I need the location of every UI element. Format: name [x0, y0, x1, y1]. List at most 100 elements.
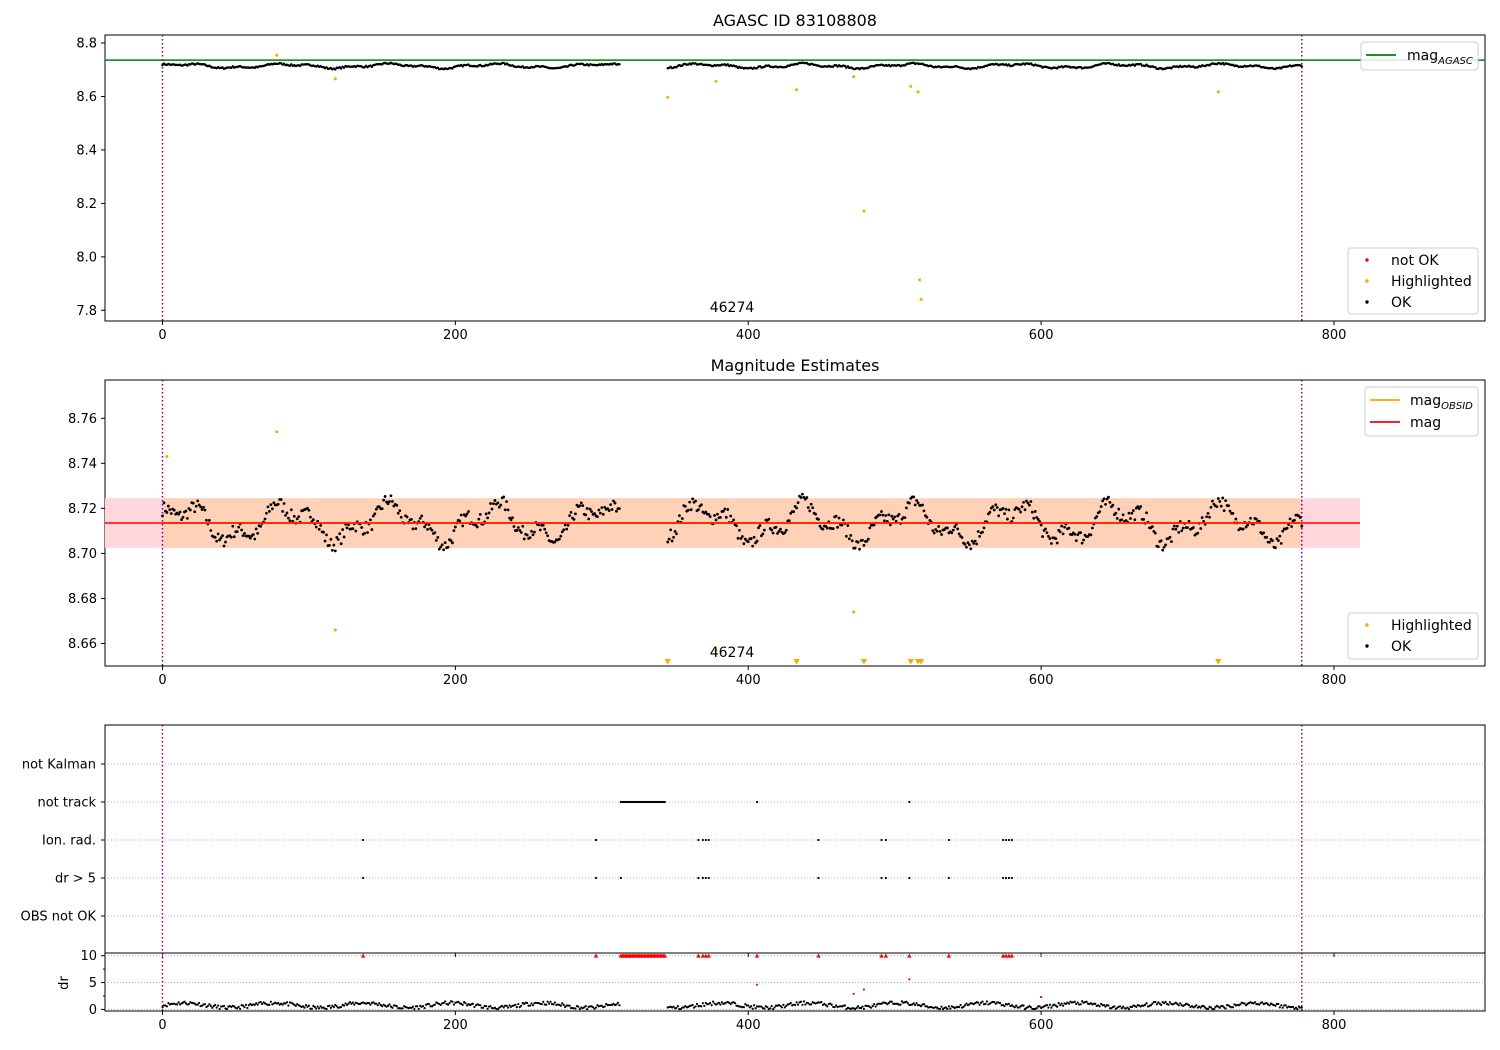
- ok-point: [606, 507, 610, 511]
- dr-point: [835, 1004, 838, 1007]
- ok-point: [735, 524, 738, 528]
- ok-point: [169, 512, 173, 515]
- ok-point: [597, 508, 601, 512]
- ok-point: [1151, 525, 1154, 529]
- ok-point: [161, 63, 164, 67]
- panel1-ticks: 0 200 400 600 800 7.8 8.0 8.2 8.4 8.6 8.8: [76, 37, 1346, 343]
- ok-point: [371, 514, 375, 518]
- x-tick-label: 400: [736, 328, 761, 343]
- ok-point: [578, 504, 582, 508]
- y-tick-label: 8.74: [68, 457, 97, 472]
- flag-point: [817, 876, 820, 880]
- ok-point: [770, 528, 774, 532]
- dr-point: [672, 1005, 675, 1008]
- dr-point: [1204, 1006, 1207, 1009]
- ok-point: [439, 545, 443, 549]
- dr-point: [710, 1004, 713, 1007]
- ok-point: [982, 526, 986, 530]
- dr-point: [799, 1000, 803, 1003]
- ok-point: [1074, 539, 1078, 543]
- ok-point: [1224, 499, 1228, 503]
- ok-point: [477, 517, 481, 521]
- dr-point: [1149, 1004, 1153, 1007]
- ok-point: [543, 527, 547, 531]
- dr-point: [1284, 1004, 1287, 1007]
- dr-point: [1278, 1006, 1281, 1009]
- dr-point: [1193, 1005, 1196, 1008]
- dr-point: [334, 1003, 337, 1007]
- ok-point: [846, 65, 850, 68]
- ok-point: [680, 517, 684, 520]
- dr-point: [520, 1004, 523, 1007]
- ok-point: [1279, 541, 1283, 545]
- ok-point: [1227, 504, 1230, 508]
- ok-point: [363, 532, 366, 535]
- flag-point: [1004, 876, 1008, 880]
- dr-point: [1110, 1007, 1113, 1010]
- dr-point: [906, 1002, 909, 1005]
- ok-point: [1076, 533, 1080, 537]
- dr-point: [618, 1004, 621, 1007]
- dr-point: [376, 1004, 379, 1007]
- ok-point: [723, 507, 727, 511]
- ok-point: [287, 516, 290, 520]
- ok-point: [544, 531, 548, 535]
- ok-point: [418, 516, 422, 520]
- ok-point: [861, 538, 864, 542]
- ok-point: [740, 535, 744, 538]
- dr-point: [281, 1003, 284, 1006]
- ok-point: [433, 531, 437, 535]
- flag-point: [697, 876, 700, 880]
- ok-point: [1208, 515, 1211, 519]
- dr-point: [854, 1008, 857, 1011]
- dr-point: [1183, 1003, 1186, 1007]
- ok-point: [1013, 508, 1017, 511]
- dr-point: [546, 1000, 549, 1003]
- legend-box: [1347, 247, 1479, 315]
- dr-point: [369, 1003, 372, 1006]
- ok-point: [945, 526, 949, 530]
- ok-point: [802, 495, 806, 499]
- ok-point: [600, 506, 604, 510]
- ok-point: [736, 536, 740, 540]
- ok-point: [451, 541, 454, 545]
- ok-point: [297, 515, 301, 519]
- dr-point: [203, 1003, 207, 1006]
- ok-point: [276, 502, 280, 506]
- flag-point: [755, 800, 759, 804]
- ok-point: [166, 504, 170, 508]
- ok-point: [752, 535, 756, 539]
- ok-point: [295, 517, 299, 521]
- dr-point: [919, 1005, 923, 1008]
- x-tick-label: 0: [158, 328, 166, 343]
- highlighted-point: [275, 430, 279, 434]
- dr-point: [485, 1004, 488, 1008]
- legend-marker: [1365, 258, 1369, 262]
- ok-point: [844, 534, 848, 538]
- ok-point: [333, 549, 337, 553]
- ok-point: [922, 509, 926, 513]
- ok-point: [738, 528, 741, 532]
- ok-point: [925, 515, 929, 519]
- ok-point: [200, 508, 204, 511]
- ok-point: [992, 508, 996, 512]
- dr-point: [905, 1000, 908, 1003]
- ok-point: [1274, 546, 1277, 550]
- y-tick-label: 8.8: [76, 37, 97, 52]
- dr-point: [616, 1001, 620, 1004]
- dr-point: [313, 1005, 316, 1009]
- dr-point: [351, 1001, 354, 1004]
- ok-point: [380, 507, 384, 511]
- dr-point: [1079, 1003, 1082, 1006]
- dr-clipped-marker: [1006, 953, 1012, 958]
- dr-point: [946, 1007, 949, 1010]
- ok-point: [1174, 527, 1178, 531]
- dr-point: [411, 1005, 415, 1008]
- ok-point: [865, 539, 869, 543]
- ok-point: [1063, 525, 1066, 529]
- dr-point: [729, 1002, 732, 1006]
- ok-point: [314, 525, 318, 529]
- dr-point: [1291, 1005, 1295, 1009]
- dr-point: [1281, 1006, 1284, 1009]
- dr-point: [451, 1000, 454, 1003]
